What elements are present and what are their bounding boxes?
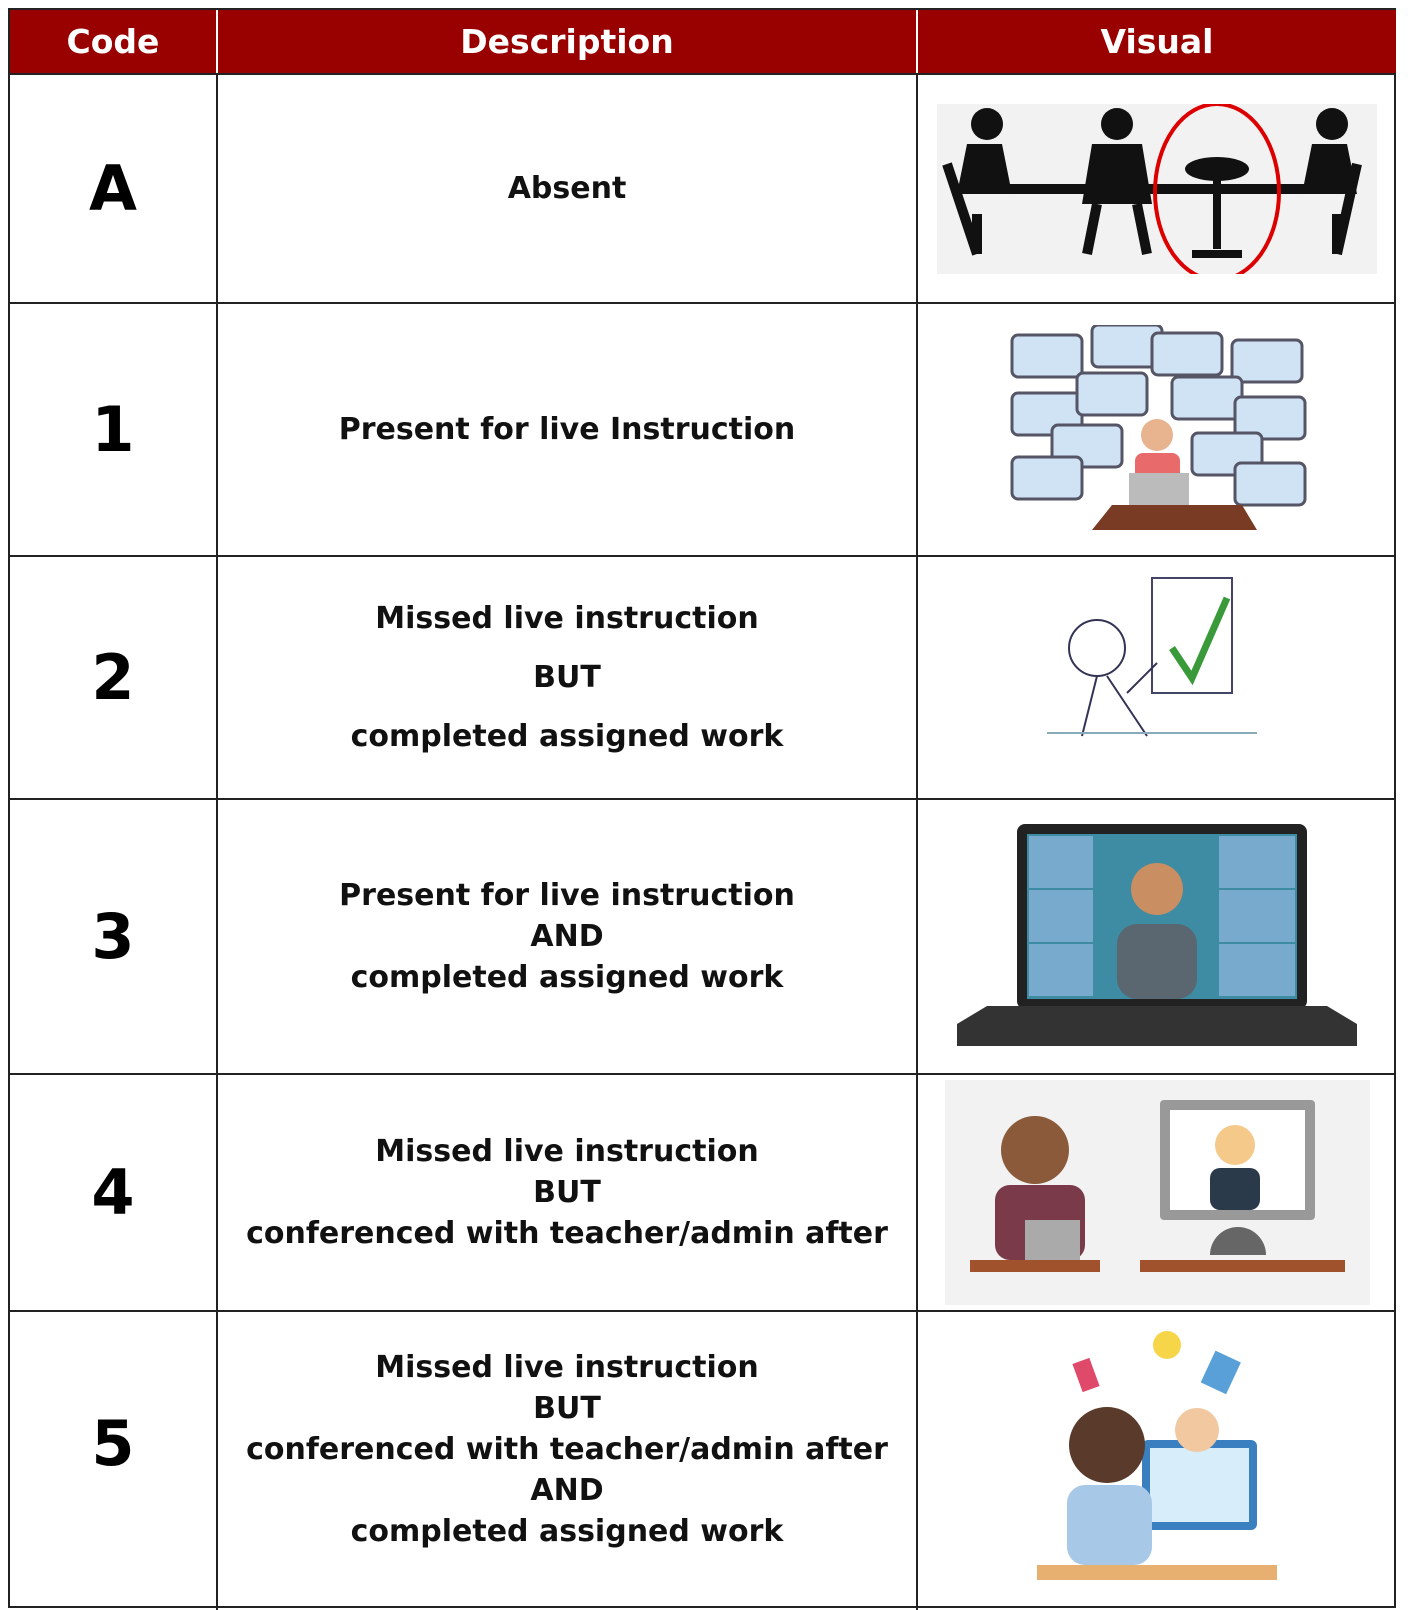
description-line: Present for live Instruction [338,412,796,447]
description-cell: Missed live instruction BUT conferenced wi… [218,1073,918,1310]
attendance-table: Code Description Visual A Absent 1 Present fo… [8,8,1396,1610]
visual-cell [918,302,1396,555]
description-line: completed assigned work [350,1514,784,1549]
description-line: completed assigned work [350,960,784,995]
header-cell: Code [10,10,218,73]
visual-cell [918,1310,1396,1610]
description-cell: Present for live instruction AND completed… [218,798,918,1073]
header-cell: Description [218,10,918,73]
visual-video-grid [1010,324,1307,530]
description-line: AND [530,919,604,954]
visual-cell [918,73,1396,302]
description-line: AND [530,1473,604,1508]
code-cell: 1 [10,302,218,555]
description-line: conferenced with teacher/admin after [246,1432,888,1467]
description-line: BUT [533,1175,601,1210]
visual-laptop [957,824,1357,1046]
visual-conference [944,1080,1370,1305]
visual-cell [918,555,1396,798]
visual-cell [918,1073,1396,1310]
description-cell: Missed live instruction BUT conferenced wi… [218,1310,918,1610]
description-line: conferenced with teacher/admin after [246,1216,888,1251]
header-cell: Visual [918,10,1396,73]
visual-checklist [1047,576,1257,737]
description-line: completed assigned work [350,719,784,754]
description-line: Absent [507,171,627,206]
code-cell: A [10,73,218,302]
description-cell: Absent [218,73,918,302]
code-cell: 5 [10,1310,218,1610]
code-cell: 3 [10,798,218,1073]
description-line: Missed live instruction [375,1134,759,1169]
description-line: Missed live instruction [375,1350,759,1385]
visual-cell [918,798,1396,1073]
description-line: Missed live instruction [375,601,759,636]
code-cell: 2 [10,555,218,798]
code-cell: 4 [10,1073,218,1310]
description-line: BUT [533,660,601,695]
visual-online-study [1037,1331,1277,1580]
visual-absent [937,103,1377,274]
description-cell: Present for live Instruction [218,302,918,555]
description-line: BUT [533,1391,601,1426]
description-cell: Missed live instruction BUT completed assi… [218,555,918,798]
description-line: Present for live instruction [339,878,795,913]
